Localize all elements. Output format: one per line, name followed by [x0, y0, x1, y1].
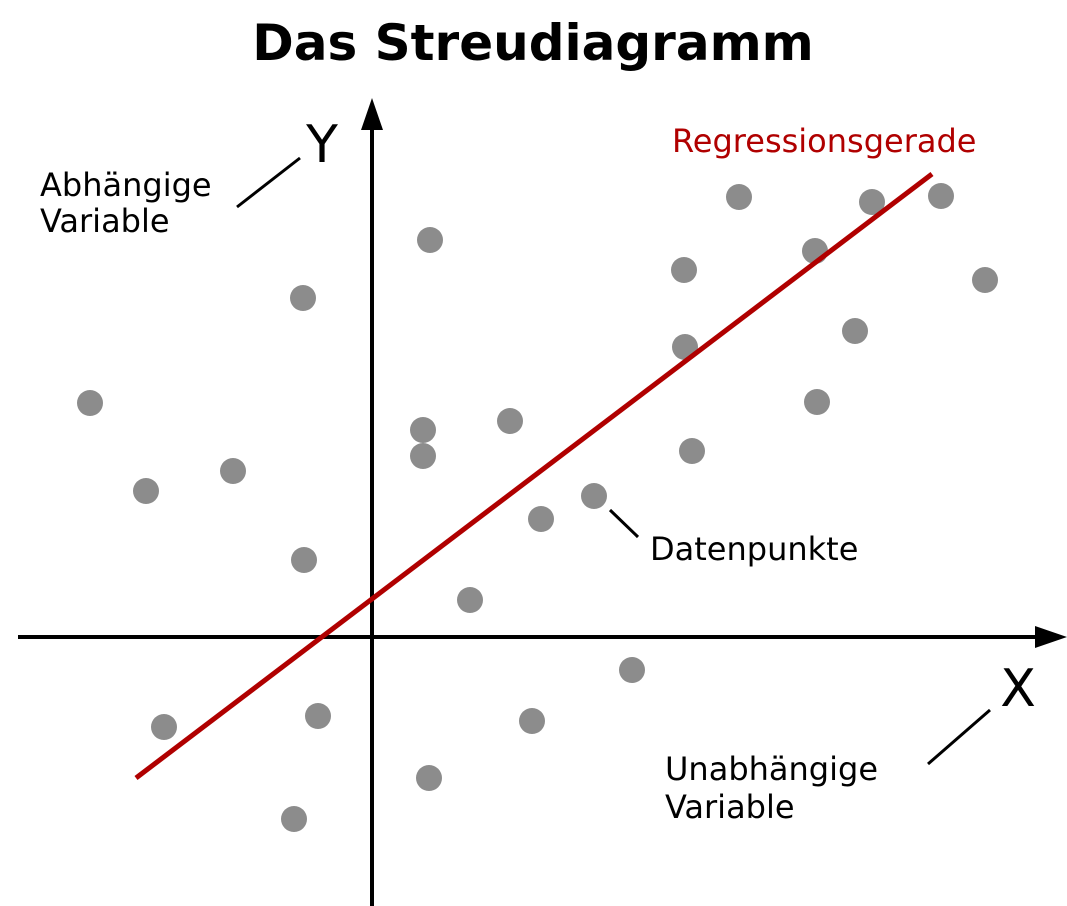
data-point [859, 189, 885, 215]
data-point [519, 708, 545, 734]
data-point [291, 547, 317, 573]
leader-line [927, 708, 991, 766]
data-point [804, 389, 830, 415]
x-label: X [1000, 659, 1036, 719]
data-point [410, 443, 436, 469]
data-point [281, 806, 307, 832]
data-point [528, 506, 554, 532]
data-point [77, 390, 103, 416]
regression-line [134, 172, 934, 780]
data-point [671, 257, 697, 283]
y-annotation: Variable [40, 202, 170, 240]
y-annotation: Abhängige [40, 166, 212, 204]
data-point [305, 703, 331, 729]
data-point [410, 417, 436, 443]
data-points [77, 183, 998, 832]
points-label: Datenpunkte [650, 530, 858, 568]
data-point [151, 714, 177, 740]
y-arrow [361, 98, 383, 130]
data-point [619, 657, 645, 683]
x-annotation: Unabhängige [665, 750, 878, 788]
data-point [290, 285, 316, 311]
x-arrow [1035, 626, 1067, 648]
leader-line [236, 156, 301, 209]
data-point [497, 408, 523, 434]
data-point [457, 587, 483, 613]
data-point [726, 184, 752, 210]
data-point [928, 183, 954, 209]
title: Das Streudiagramm [252, 14, 814, 72]
data-point [581, 483, 607, 509]
data-point [417, 227, 443, 253]
data-point [842, 318, 868, 344]
x-annotation: Variable [665, 788, 795, 826]
leader-line [608, 508, 640, 539]
data-point [416, 765, 442, 791]
data-point [679, 438, 705, 464]
y-label: Y [305, 115, 338, 175]
data-point [220, 458, 246, 484]
regression-label: Regressionsgerade [672, 122, 976, 160]
data-point [972, 267, 998, 293]
data-point [133, 478, 159, 504]
